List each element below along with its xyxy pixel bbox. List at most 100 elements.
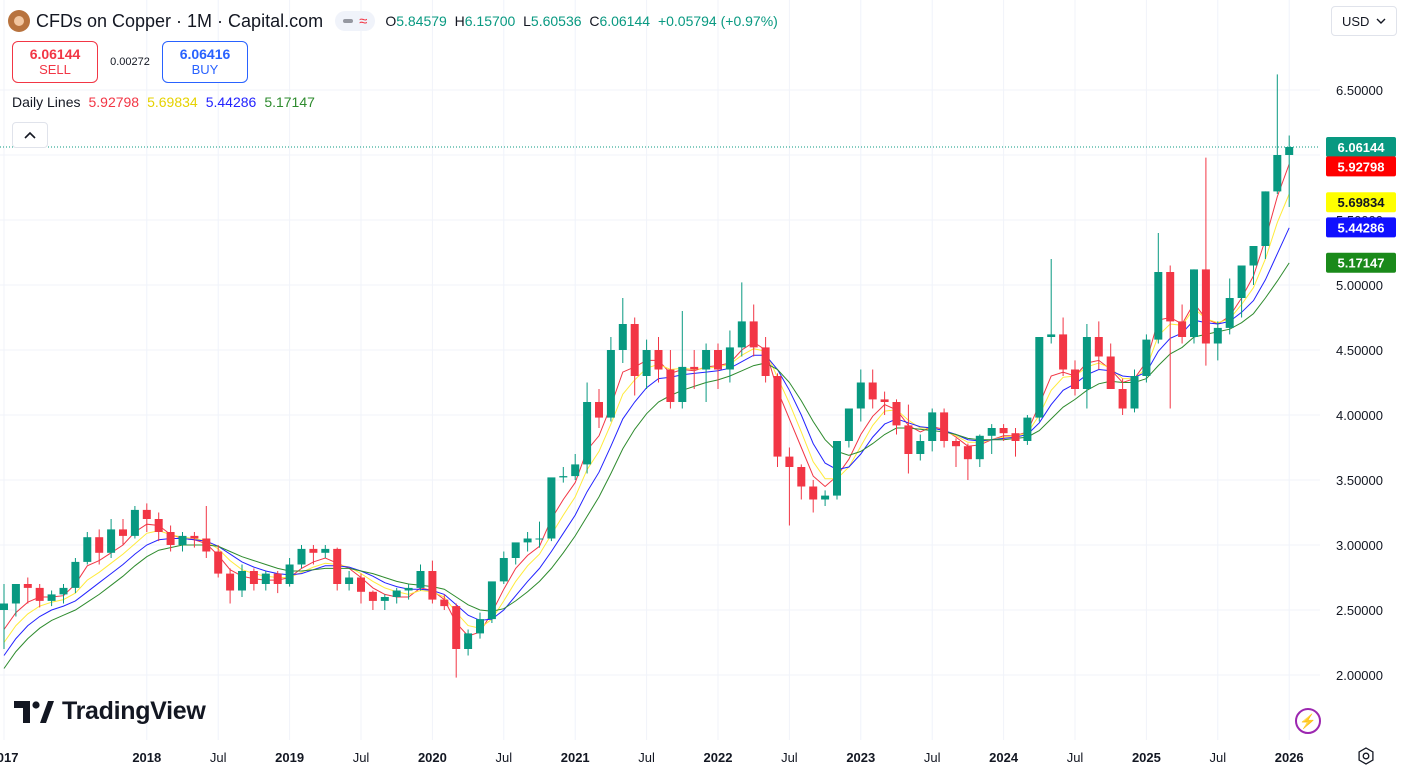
spread-value: 0.00272 xyxy=(110,56,150,68)
candle-body xyxy=(1094,337,1103,357)
candle-body xyxy=(166,532,175,545)
candle xyxy=(285,558,294,587)
candle-body xyxy=(892,402,901,426)
candle xyxy=(844,408,853,448)
candle-body xyxy=(642,350,651,376)
candle-body xyxy=(963,446,972,460)
x-tick-label: 2017 xyxy=(0,750,18,765)
candle xyxy=(773,373,782,467)
candle xyxy=(464,629,473,656)
y-tick-label: 5.00000 xyxy=(1336,278,1383,293)
candle-body xyxy=(749,321,758,348)
candle-body xyxy=(1237,265,1246,298)
candle xyxy=(1023,415,1032,445)
x-tick-label: Jul xyxy=(210,750,227,765)
price-label-line1 xyxy=(1326,156,1396,177)
candle xyxy=(547,477,556,542)
candle-body xyxy=(321,548,330,553)
symbol-title[interactable]: CFDs on Copper · 1M · Capital.com xyxy=(36,10,324,31)
tradingview-logo-icon xyxy=(14,700,54,723)
candle-body xyxy=(71,561,80,588)
candle-body xyxy=(440,599,449,607)
candle-body xyxy=(238,571,246,591)
candle xyxy=(952,438,960,467)
sell-button[interactable]: 6.06144 SELL xyxy=(12,41,98,83)
candle xyxy=(35,584,44,608)
candle-body xyxy=(1154,272,1163,340)
lightning-icon[interactable]: ⚡ xyxy=(1295,708,1321,734)
currency-select[interactable]: USD xyxy=(1331,6,1397,36)
candle xyxy=(333,547,342,591)
candle-body xyxy=(428,571,437,600)
candle xyxy=(47,590,56,607)
candle xyxy=(1249,246,1258,285)
candle-body xyxy=(987,428,996,436)
candle-body xyxy=(547,477,556,539)
candle-body xyxy=(1118,389,1127,409)
tradingview-logo[interactable]: TradingView xyxy=(14,697,206,726)
candle-body xyxy=(797,467,806,487)
x-tick-label: 2025 xyxy=(1132,750,1161,765)
y-tick-label: 6.50000 xyxy=(1336,83,1383,98)
y-tick-label: 2.50000 xyxy=(1336,603,1383,618)
buy-button[interactable]: 6.06416 BUY xyxy=(162,41,248,83)
minus-icon xyxy=(343,19,354,23)
candle-body xyxy=(297,548,306,565)
x-tick-label: Jul xyxy=(1209,750,1226,765)
candle xyxy=(975,434,984,467)
x-tick-label: Jul xyxy=(495,750,512,765)
candle xyxy=(178,532,187,552)
candle xyxy=(595,389,603,428)
collapse-legend-button[interactable] xyxy=(12,122,48,148)
candle xyxy=(499,551,508,584)
trade-panel: 6.06144 SELL 0.00272 6.06416 BUY xyxy=(12,41,248,83)
candle-body xyxy=(654,350,663,370)
candle xyxy=(559,467,568,483)
settings-gear-icon[interactable] xyxy=(1355,745,1377,767)
candle xyxy=(142,503,151,532)
candle xyxy=(321,545,330,558)
candle xyxy=(511,542,520,565)
candle-body xyxy=(154,519,163,532)
candle xyxy=(71,558,80,594)
candle xyxy=(226,568,235,604)
candle-body xyxy=(690,366,699,370)
candle-body xyxy=(1023,417,1032,441)
candle xyxy=(654,337,663,383)
candle xyxy=(0,584,8,649)
candle-body xyxy=(190,535,199,539)
candle-body xyxy=(714,350,722,370)
indicator-legend[interactable]: Daily Lines 5.92798 5.69834 5.44286 5.17… xyxy=(12,94,315,110)
candle xyxy=(1094,321,1103,370)
candle-body xyxy=(809,486,818,500)
candle xyxy=(1130,369,1139,413)
candle xyxy=(1213,321,1222,361)
candle xyxy=(1011,428,1020,457)
copper-symbol-icon[interactable] xyxy=(8,10,30,32)
candle-body xyxy=(452,606,461,649)
candle-body xyxy=(630,324,639,376)
x-tick-label: 2020 xyxy=(418,750,447,765)
chevron-up-icon xyxy=(24,131,36,139)
candle-body xyxy=(1082,337,1091,389)
candle-body xyxy=(904,425,913,454)
ohlc-readout: O5.84579 H6.15700 L5.60536 C6.06144 +0.0… xyxy=(385,13,778,29)
candle-body xyxy=(1047,334,1056,337)
candle xyxy=(202,506,211,558)
candle xyxy=(1035,337,1044,422)
candle xyxy=(190,532,199,548)
candle-body xyxy=(47,594,56,601)
price-label-text: 5.44286 xyxy=(1338,220,1385,235)
x-tick-label: 2024 xyxy=(989,750,1019,765)
candle-body xyxy=(975,435,984,460)
candle-body xyxy=(35,587,44,601)
candle xyxy=(571,454,580,480)
candle-body xyxy=(178,535,187,545)
price-label-text: 5.69834 xyxy=(1338,195,1386,210)
x-tick-label: Jul xyxy=(353,750,370,765)
market-status-pill[interactable]: ≈ xyxy=(335,11,376,31)
candle-body xyxy=(285,564,294,584)
candle xyxy=(83,532,92,565)
candle xyxy=(785,447,794,526)
